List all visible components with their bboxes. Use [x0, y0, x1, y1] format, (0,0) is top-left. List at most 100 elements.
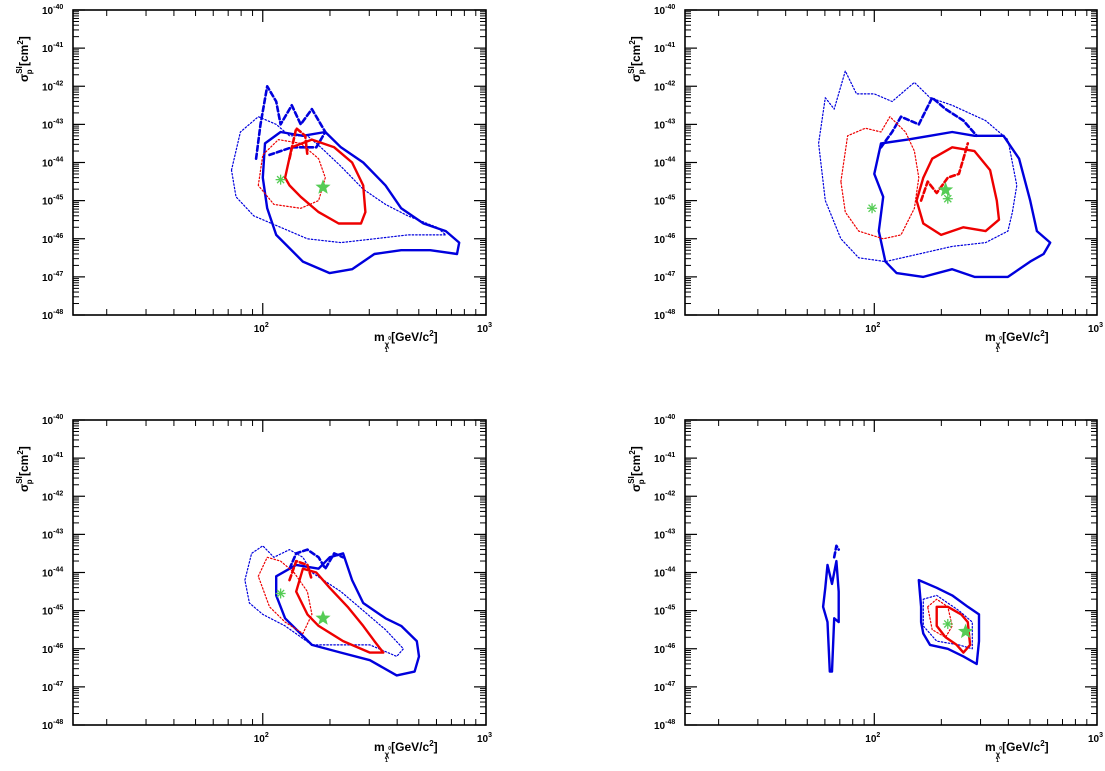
x-tick-label: 102: [865, 732, 880, 745]
best-fit-star: [315, 179, 331, 194]
y-tick-label: 10-43: [654, 528, 675, 541]
y-tick-label: 10-44: [42, 157, 63, 170]
asterisk-stroke: [868, 204, 877, 213]
contour-dotted-blue: [922, 594, 973, 650]
y-tick-label: 10-47: [654, 681, 675, 694]
asterisk-marker: [942, 618, 953, 629]
asterisk-marker: [275, 588, 286, 599]
y-tick-label: 10-41: [42, 42, 63, 55]
y-tick-label: 10-48: [42, 719, 63, 732]
y-axis-title: σSIp [cm2]: [627, 36, 646, 82]
y-tick-label: 10-43: [42, 528, 63, 541]
contour-solid-blue: [821, 559, 840, 673]
y-tick-label: 10-41: [654, 42, 675, 55]
y-tick-label: 10-45: [654, 605, 675, 618]
x-axis-title: mχ0 1 [GeV/c2]: [985, 329, 1049, 354]
panel-bottom-right: 10-40 10-41 10-42 10-43 10-44 10-45 10-46 10-47…: [627, 414, 1103, 764]
panel-top-left: 10-40 10-41 10-42 10-43 10-44 10-45 10-46 10-47…: [15, 4, 492, 354]
y-tick-label: 10-42: [42, 490, 63, 503]
y-tick-label: 10-44: [654, 157, 675, 170]
y-tick-label: 10-46: [42, 643, 63, 656]
y-tick-label: 10-47: [654, 271, 675, 284]
y-tick-label: 10-46: [42, 233, 63, 246]
contour-dotted-red: [840, 116, 920, 240]
contour-dashed-blue: [832, 544, 840, 559]
y-tick-label: 10-44: [42, 567, 63, 580]
best-fit-star: [958, 623, 974, 639]
contour-dotted-blue: [230, 116, 447, 244]
contour-dotted-blue: [818, 70, 1018, 263]
contour-solid-blue: [873, 130, 1052, 279]
y-axis-title: σSIp [cm2]: [15, 446, 34, 492]
contour-dotted-red: [257, 139, 326, 209]
asterisk-stroke: [276, 175, 285, 184]
x-tick-label: 102: [865, 322, 880, 335]
y-tick-label: 10-42: [654, 80, 675, 93]
x-axis-title: mχ0 1 [GeV/c2]: [374, 329, 438, 354]
contour-dashed-red: [288, 126, 309, 160]
x-tick-label: 103: [477, 732, 492, 745]
y-tick-label: 10-43: [42, 118, 63, 131]
contours: [818, 70, 1052, 279]
contour-dashed-red: [919, 142, 970, 202]
asterisk-stroke: [276, 589, 285, 598]
contour-solid-blue: [917, 578, 981, 666]
contour-dashed-red: [288, 559, 314, 582]
contours: [821, 544, 981, 673]
y-tick-label: 10-48: [42, 309, 63, 322]
contour-solid-blue: [275, 552, 421, 677]
contour-solid-red: [295, 567, 385, 654]
y-tick-label: 10-42: [654, 490, 675, 503]
plot-frame: [684, 9, 1098, 316]
y-tick-label: 10-45: [654, 195, 675, 208]
contours: [230, 85, 461, 275]
y-tick-label: 10-40: [654, 4, 675, 17]
asterisk-stroke: [943, 194, 952, 203]
x-tick-label: 102: [254, 732, 269, 745]
asterisk-marker: [275, 174, 286, 185]
y-tick-label: 10-40: [42, 4, 63, 17]
plot-frame: [72, 9, 487, 316]
contours: [244, 545, 421, 677]
y-tick-label: 10-45: [42, 195, 63, 208]
y-tick-label: 10-48: [654, 309, 675, 322]
y-tick-label: 10-46: [654, 643, 675, 656]
best-fit-star: [315, 610, 331, 625]
y-tick-label: 10-40: [654, 414, 675, 427]
contour-dotted-blue: [244, 545, 404, 657]
y-tick-label: 10-46: [654, 233, 675, 246]
contour-dashed-blue: [254, 85, 327, 160]
contour-solid-red: [935, 605, 972, 654]
y-tick-label: 10-43: [654, 118, 675, 131]
panel-top-right: 10-40 10-41 10-42 10-43 10-44 10-45 10-46 10-47…: [627, 4, 1103, 354]
y-tick-label: 10-40: [42, 414, 63, 427]
contour-dotted-red: [927, 598, 953, 638]
x-tick-label: 102: [254, 322, 269, 335]
y-axis-title: σSIp [cm2]: [627, 446, 646, 492]
y-tick-label: 10-42: [42, 80, 63, 93]
x-tick-label: 103: [1088, 322, 1103, 335]
y-tick-label: 10-41: [42, 452, 63, 465]
x-axis-title: mχ0 1 [GeV/c2]: [985, 739, 1049, 764]
plot-frame: [72, 419, 487, 726]
asterisk-stroke: [943, 619, 952, 628]
plot-frame: [684, 419, 1098, 726]
contour-solid-red: [915, 146, 1001, 237]
contour-solid-red: [283, 138, 367, 225]
y-tick-label: 10-41: [654, 452, 675, 465]
contour-dotted-red: [257, 556, 313, 635]
x-tick-label: 103: [1088, 732, 1103, 745]
y-axis-title: σSIp [cm2]: [15, 36, 34, 82]
y-tick-label: 10-47: [42, 271, 63, 284]
panel-bottom-left: 10-40 10-41 10-42 10-43 10-44 10-45 10-46 10-47…: [15, 414, 492, 764]
contour-dashed-blue: [879, 96, 978, 149]
y-tick-label: 10-48: [654, 719, 675, 732]
best-fit-star: [938, 181, 954, 197]
y-tick-label: 10-45: [42, 605, 63, 618]
y-tick-label: 10-44: [654, 567, 675, 580]
x-tick-label: 103: [477, 322, 492, 335]
asterisk-marker: [942, 193, 953, 204]
y-tick-label: 10-47: [42, 681, 63, 694]
x-axis-title: mχ0 1 [GeV/c2]: [374, 739, 438, 764]
